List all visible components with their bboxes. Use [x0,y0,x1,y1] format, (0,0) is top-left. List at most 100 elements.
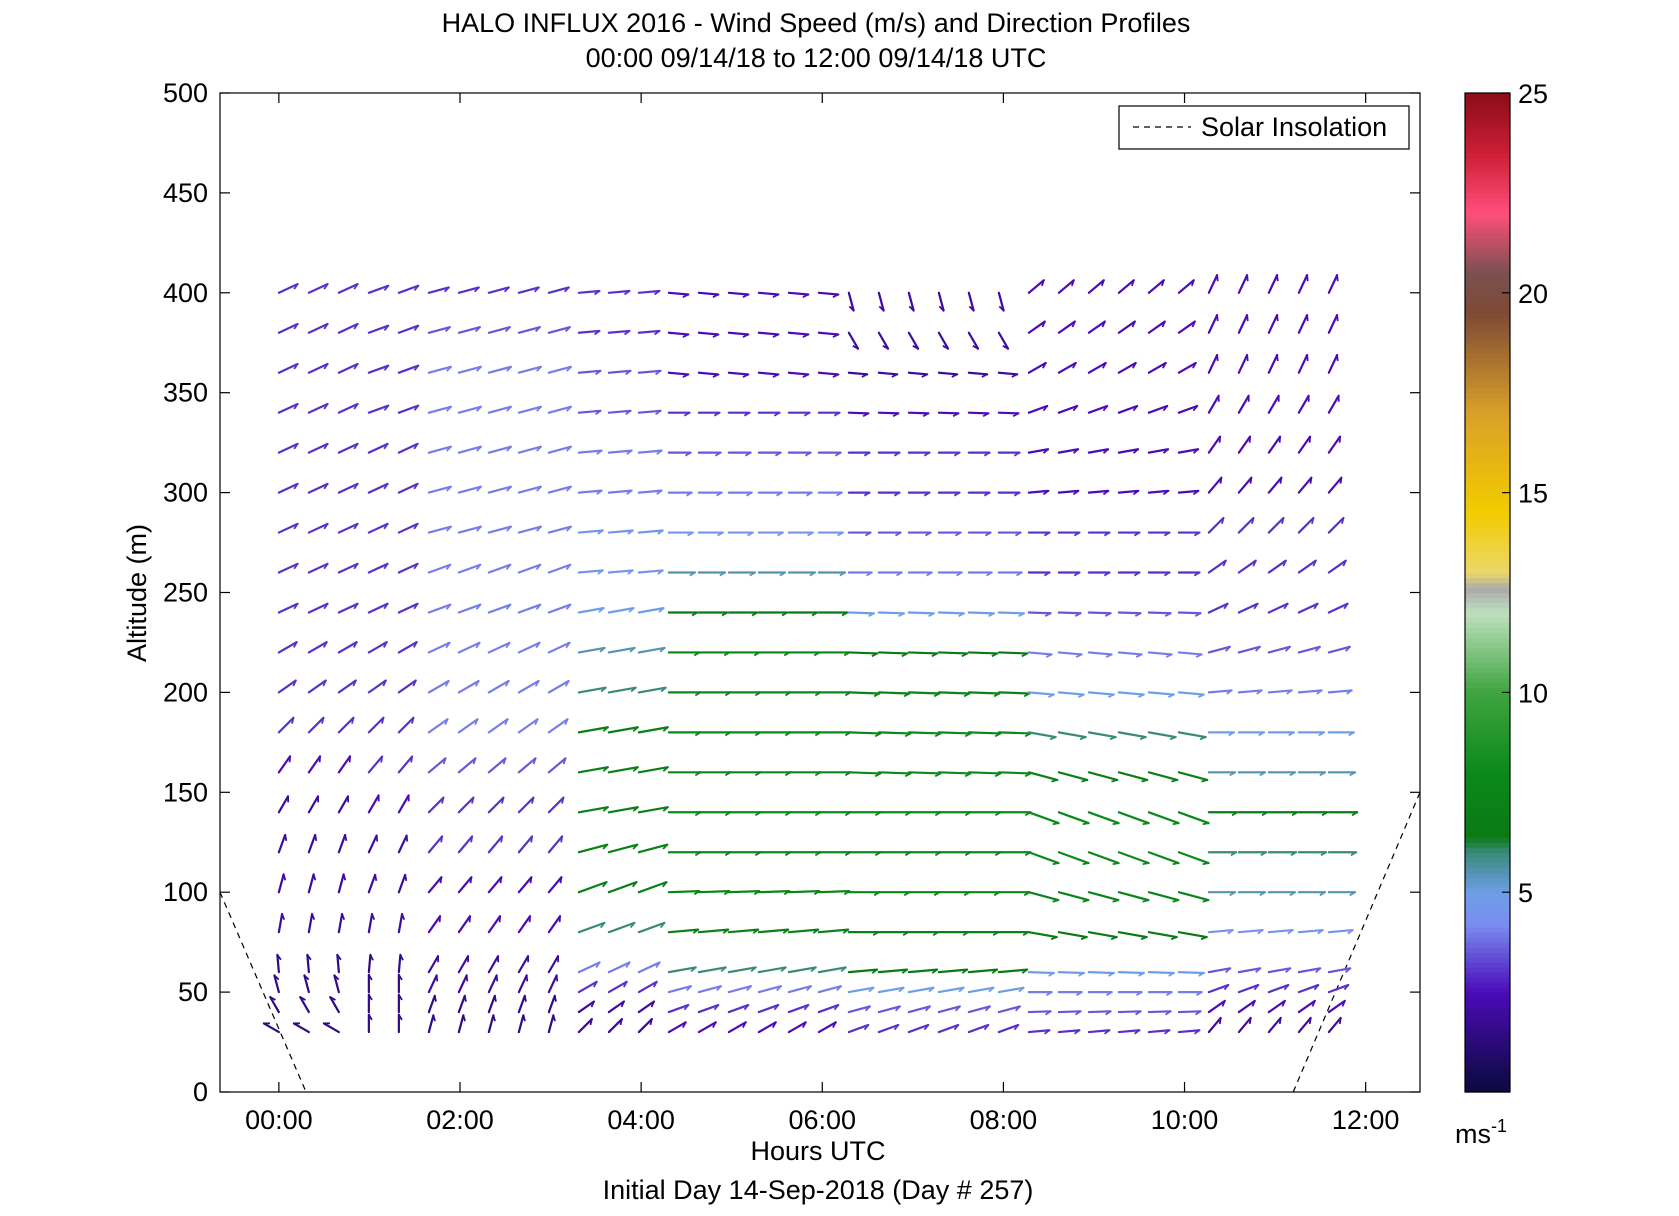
wind-vector [1117,279,1135,294]
wind-vector-head [413,483,419,490]
colorbar-tick-label: 5 [1518,878,1533,908]
wind-vector [637,569,664,574]
wind-vector [457,974,468,994]
wind-vector-head [1014,531,1022,537]
wind-vector [757,966,787,974]
wind-vector-head [743,1004,749,1011]
colorbar-band [1465,102,1510,109]
wind-vector [997,986,1025,994]
wind-vector-head [866,571,873,577]
wind-vector [517,603,542,614]
wind-vector [1117,361,1137,374]
colorbar-band [1465,347,1510,354]
wind-vector [1057,361,1077,374]
wind-vector-head [923,491,930,497]
wind-vector [547,915,562,934]
colorbar-band [1465,662,1510,669]
wind-vector [1327,313,1339,334]
wind-vector-head [1102,490,1109,496]
wind-vector [607,766,639,774]
wind-vector-head [1131,321,1136,328]
wind-vector-head [1044,612,1051,617]
wind-vector [487,286,510,294]
wind-vector [397,912,404,934]
wind-vector [397,482,419,494]
wind-vector-head [1073,571,1080,577]
wind-vector [547,974,558,994]
wind-vector-head [1162,448,1169,454]
wind-vector-head [624,330,630,336]
wind-vector [637,289,661,294]
wind-vector [1327,689,1353,694]
wind-vector [757,1021,777,1034]
wind-vector-head [471,797,475,804]
wind-vector-head [505,604,511,610]
wind-vector-head [893,491,900,497]
colorbar-band [1465,93,1510,99]
colorbar-band [1465,132,1510,139]
wind-vector [427,563,452,574]
wind-vector-head [506,366,512,372]
wind-vector-head [1167,693,1175,699]
wind-vector-head [282,874,287,881]
wind-vector-head [983,1024,989,1031]
wind-vector-head [921,373,928,378]
wind-vector [1267,313,1279,334]
wind-vector [577,881,608,894]
wind-vector [1177,404,1199,414]
colorbar-band [1465,537,1510,544]
wind-vector-head [1043,571,1050,577]
wind-vector [1147,404,1169,414]
wind-vector [487,757,507,774]
wind-vector [967,291,975,312]
wind-vector [1087,891,1120,902]
wind-vector-head [1171,779,1178,783]
wind-vector-head [1193,531,1200,537]
colorbar-band [1465,232,1510,239]
wind-vector-head [500,836,503,843]
wind-vector-head [398,994,403,1001]
wind-vector [637,449,663,454]
wind-vector-head [1135,653,1142,658]
wind-vector [787,985,812,994]
wind-vector-head [1313,984,1319,991]
wind-vector [1057,851,1090,865]
wind-vector-head [312,874,317,881]
wind-vector [1267,928,1294,934]
wind-vector [307,641,328,654]
wind-vector-head [1192,362,1197,369]
wind-vector-head [336,954,342,961]
wind-vector-head [983,451,990,457]
wind-vector-head [1216,314,1219,322]
wind-vector [487,955,500,974]
wind-vector [1027,851,1060,865]
wind-vector-head [1338,1017,1342,1025]
wind-vector [847,1023,870,1034]
wind-vector-head [1102,448,1109,454]
wind-vector-head [662,844,668,850]
wind-vector-head [413,563,419,570]
colorbar-band [1465,212,1510,219]
wind-vector-head [368,974,373,981]
wind-vector-head [594,290,600,296]
wind-vector-head [812,928,819,934]
wind-vector-head [383,325,389,331]
wind-vector-head [803,411,810,417]
wind-vector-head [1282,560,1287,567]
colorbar-band [1465,357,1510,364]
wind-vector [607,409,632,414]
wind-vector-head [632,881,638,888]
wind-vector-head [1255,646,1261,652]
wind-vector-head [655,961,661,968]
wind-vector-head [1052,862,1059,866]
wind-vector-head [1216,354,1219,362]
colorbar-band [1465,857,1510,863]
wind-vector [1027,448,1050,454]
wind-vector-head [934,772,941,778]
wind-vector [1327,602,1349,614]
wind-vector [337,522,359,534]
wind-vector-head [383,603,389,610]
wind-vector [667,966,697,974]
wind-vector [1057,731,1087,739]
wind-vector [337,873,345,894]
